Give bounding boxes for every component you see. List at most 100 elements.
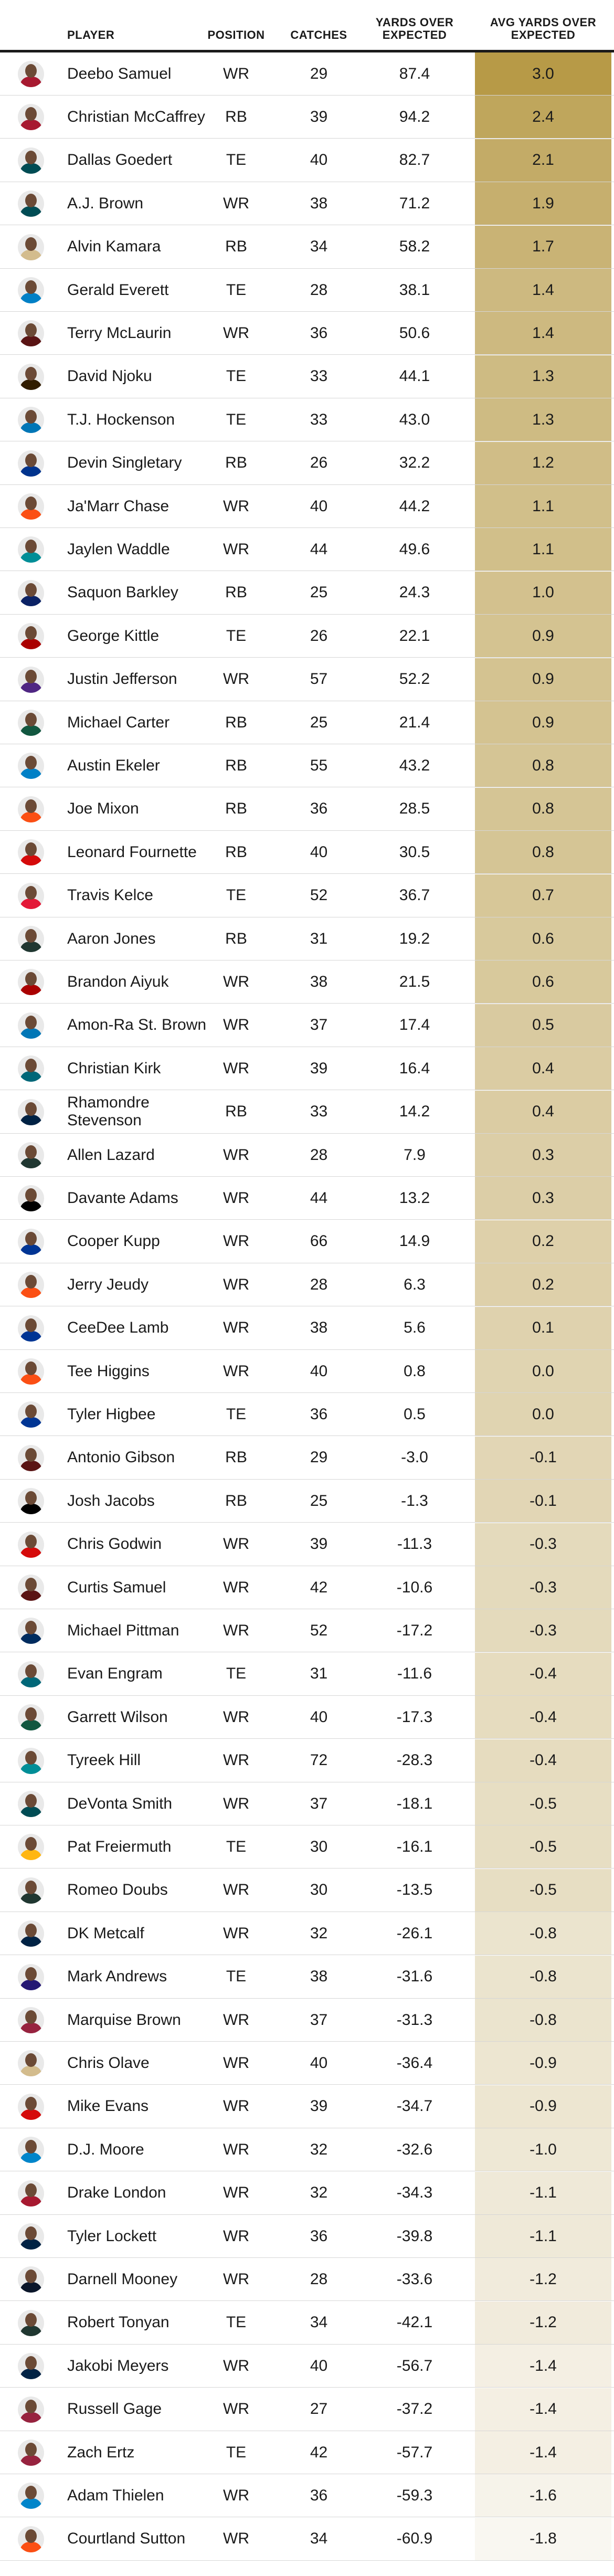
table-row: Chris Olave WR 40 -36.4 -0.9 [0, 2042, 614, 2085]
avg-yards-over-expected: -0.8 [475, 1912, 611, 1955]
player-name: Zach Ertz [67, 2443, 135, 2461]
header-catches: CATCHES [286, 0, 352, 50]
player-catches: 37 [310, 1794, 328, 1812]
jersey-shape [20, 1028, 42, 1039]
player-position: TE [226, 151, 247, 169]
head-shape [25, 713, 37, 726]
jersey-shape [20, 2023, 42, 2033]
table-row: Christian Kirk WR 39 16.4 0.4 [0, 1047, 614, 1091]
head-shape [25, 1275, 37, 1289]
jersey-shape [20, 985, 42, 996]
jersey-shape [20, 595, 42, 606]
player-name: Josh Jacobs [67, 1492, 155, 1509]
player-name: Devin Singletary [67, 454, 182, 472]
player-catches: 28 [310, 1275, 328, 1293]
player-name: Jerry Jeudy [67, 1275, 149, 1293]
table-row: A.J. Brown WR 38 71.2 1.9 [0, 182, 614, 226]
table-row: Romeo Doubs WR 30 -13.5 -0.5 [0, 1868, 614, 1912]
player-position: TE [226, 886, 247, 904]
player-name: T.J. Hockenson [67, 410, 175, 428]
player-name: Adam Thielen [67, 2486, 164, 2504]
table-row: Austin Ekeler RB 55 43.2 0.8 [0, 744, 614, 788]
avg-yards-over-expected: -0.8 [475, 1999, 611, 2041]
player-catches: 27 [310, 2400, 328, 2418]
player-position: WR [223, 1146, 249, 1164]
player-position: RB [225, 800, 247, 818]
head-shape [25, 1837, 37, 1851]
head-shape [25, 280, 37, 294]
jersey-shape [20, 1460, 42, 1471]
table-row: Alvin Kamara RB 34 58.2 1.7 [0, 225, 614, 269]
header-position: POSITION [207, 0, 265, 50]
jersey-shape [20, 2109, 42, 2120]
table-row: Mark Andrews TE 38 -31.6 -0.8 [0, 1955, 614, 1999]
yards-over-expected: -17.2 [396, 1621, 433, 1639]
player-headshot [18, 1185, 44, 1212]
player-headshot [18, 2266, 44, 2293]
player-name: Mike Evans [67, 2097, 149, 2115]
yards-over-expected: 52.2 [399, 670, 430, 688]
avg-yards-over-expected: 0.9 [475, 615, 611, 658]
player-name: Robert Tonyan [67, 2314, 170, 2331]
player-headshot [18, 2440, 44, 2466]
player-headshot [18, 1618, 44, 1644]
jersey-shape [20, 1504, 42, 1515]
head-shape [25, 756, 37, 770]
yards-over-expected: 50.6 [399, 324, 430, 342]
player-catches: 36 [310, 2227, 328, 2245]
yards-over-expected: 0.5 [404, 1405, 426, 1423]
yards-over-expected: 58.2 [399, 238, 430, 256]
player-catches: 44 [310, 1189, 328, 1207]
avg-yards-over-expected: -1.4 [475, 2431, 611, 2474]
head-shape [25, 1491, 37, 1505]
head-shape [25, 2096, 37, 2110]
jersey-shape [20, 2541, 42, 2552]
player-position: TE [226, 1665, 247, 1683]
player-name: Pat Freiermuth [67, 1838, 172, 1855]
avg-yards-over-expected: -0.4 [475, 1739, 611, 1782]
player-headshot [18, 2093, 44, 2120]
player-name: Christian McCaffrey [67, 108, 205, 125]
table-row: Jakobi Meyers WR 40 -56.7 -1.4 [0, 2345, 614, 2388]
player-name: David Njoku [67, 367, 152, 385]
player-position: RB [225, 454, 247, 472]
player-headshot [18, 1401, 44, 1428]
player-headshot [18, 1747, 44, 1774]
player-headshot [18, 1444, 44, 1471]
jersey-shape [20, 725, 42, 736]
player-position: WR [223, 194, 249, 212]
jersey-shape [20, 2412, 42, 2423]
player-headshot [18, 2353, 44, 2380]
avg-yards-over-expected: -1.4 [475, 2388, 611, 2431]
yards-over-expected: -11.3 [397, 1535, 432, 1553]
yards-over-expected: 13.2 [399, 1189, 430, 1207]
table-row: Michael Pittman WR 52 -17.2 -0.3 [0, 1609, 614, 1653]
jersey-shape [20, 293, 42, 303]
player-position: WR [223, 1275, 249, 1293]
table-header: PLAYER POSITION CATCHES YARDS OVER EXPEC… [0, 0, 614, 52]
player-headshot [18, 666, 44, 693]
yards-over-expected: -37.2 [396, 2400, 433, 2418]
player-position: WR [223, 1189, 249, 1207]
head-shape [25, 64, 37, 78]
player-name: George Kittle [67, 627, 160, 645]
player-catches: 42 [310, 2443, 328, 2461]
player-catches: 40 [310, 843, 328, 861]
player-name: Jakobi Meyers [67, 2357, 169, 2374]
yards-over-expected: 21.5 [399, 973, 430, 990]
table-row: David Njoku TE 33 44.1 1.3 [0, 355, 614, 398]
player-position: WR [223, 1621, 249, 1639]
jersey-shape [20, 1979, 42, 1990]
player-name: Russell Gage [67, 2400, 162, 2418]
avg-yards-over-expected: 0.1 [475, 1306, 611, 1349]
player-position: RB [225, 713, 247, 731]
avg-yards-over-expected: 2.4 [475, 96, 611, 139]
avg-yards-over-expected: -0.4 [475, 1696, 611, 1739]
player-name: Saquon Barkley [67, 584, 178, 601]
player-headshot [18, 363, 44, 390]
player-name: Garrett Wilson [67, 1708, 168, 1726]
avg-yards-over-expected: 1.9 [475, 182, 611, 225]
player-position: TE [226, 1968, 247, 1986]
player-catches: 39 [310, 2097, 328, 2115]
head-shape [25, 842, 37, 857]
